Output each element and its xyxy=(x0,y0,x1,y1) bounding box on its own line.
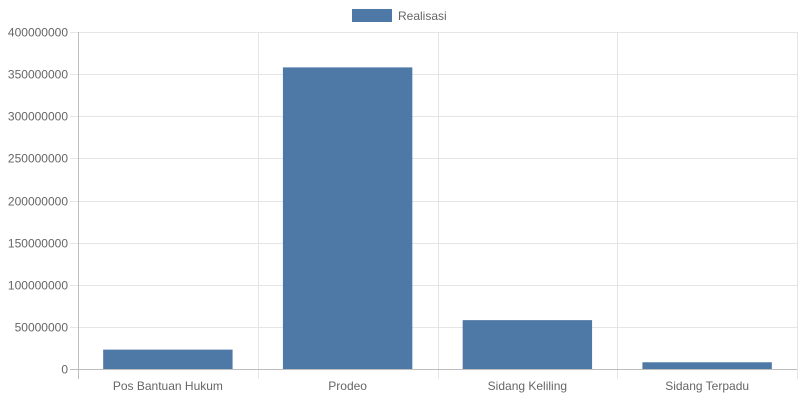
legend[interactable]: Realisasi xyxy=(352,9,447,23)
grid xyxy=(70,32,798,379)
y-tick-label: 200000000 xyxy=(8,195,68,209)
y-axis-tick-labels: 0 50000000 100000000 150000000 200000000 2500… xyxy=(8,26,68,377)
legend-label-realisasi: Realisasi xyxy=(398,9,447,23)
y-tick-label: 300000000 xyxy=(8,110,68,124)
x-tick-label: Sidang Keliling xyxy=(488,379,567,393)
y-tick-label: 350000000 xyxy=(8,68,68,82)
y-tick-label: 0 xyxy=(61,363,68,377)
bar-pos-bantuan-hukum[interactable] xyxy=(103,349,233,369)
x-tick-label: Pos Bantuan Hukum xyxy=(113,379,223,393)
y-tick-label: 400000000 xyxy=(8,26,68,40)
y-tick-label: 150000000 xyxy=(8,237,68,251)
bars xyxy=(103,67,772,369)
y-tick-label: 100000000 xyxy=(8,279,68,293)
x-tick-label: Prodeo xyxy=(328,379,367,393)
y-tick-label: 50000000 xyxy=(15,321,69,335)
x-tick-label: Sidang Terpadu xyxy=(665,379,749,393)
axes xyxy=(70,32,797,379)
y-tick-label: 250000000 xyxy=(8,152,68,166)
bar-sidang-keliling[interactable] xyxy=(462,320,593,369)
bar-sidang-terpadu[interactable] xyxy=(642,362,772,369)
legend-swatch-realisasi xyxy=(352,9,392,22)
bar-prodeo[interactable] xyxy=(282,67,413,369)
x-axis-tick-labels: Pos Bantuan Hukum Prodeo Sidang Keliling Si… xyxy=(113,379,749,393)
